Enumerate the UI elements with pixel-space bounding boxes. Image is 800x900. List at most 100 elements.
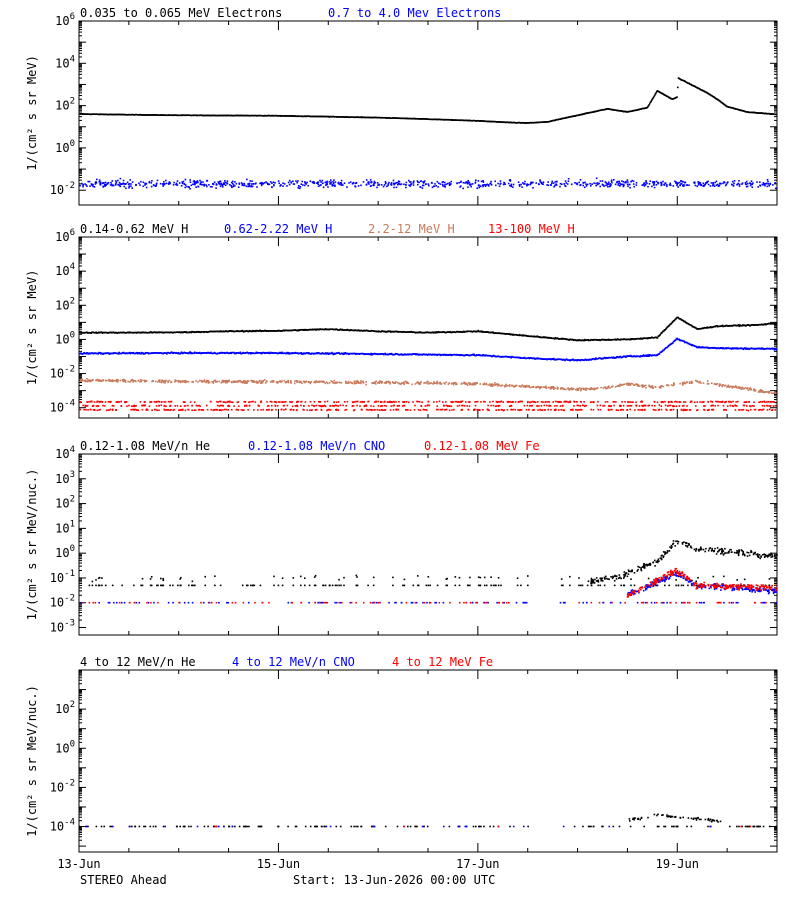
- data-point: [680, 180, 682, 182]
- data-point: [121, 183, 123, 185]
- data-point: [742, 387, 745, 390]
- data-point: [163, 405, 166, 407]
- data-point: [524, 385, 526, 387]
- data-point: [211, 186, 213, 188]
- data-point: [360, 184, 362, 187]
- data-point: [497, 401, 499, 403]
- data-point: [164, 381, 166, 384]
- data-point: [243, 182, 246, 185]
- data-point: [370, 405, 372, 407]
- data-point: [752, 182, 754, 184]
- data-point: [237, 409, 240, 411]
- data-point: [392, 182, 395, 185]
- data-point: [144, 380, 146, 383]
- data-point: [296, 181, 298, 184]
- data-point: [715, 383, 718, 386]
- data-point: [328, 181, 331, 183]
- data-point: [340, 184, 342, 186]
- data-point: [180, 381, 182, 383]
- data-point: [726, 385, 728, 388]
- data-point: [738, 180, 740, 182]
- data-point: [683, 381, 686, 384]
- data-point: [772, 392, 775, 394]
- data-point: [260, 382, 263, 384]
- data-point: [673, 319, 676, 322]
- data-point: [532, 385, 535, 388]
- data-point: [130, 183, 132, 185]
- data-point: [461, 400, 464, 403]
- data-point: [206, 380, 208, 382]
- data-point: [565, 388, 567, 391]
- data-point: [224, 180, 226, 182]
- data-point: [667, 384, 669, 386]
- data-point: [651, 97, 654, 100]
- data-point: [380, 380, 382, 383]
- y-tick-label: 104: [55, 262, 75, 278]
- data-point: [121, 379, 124, 381]
- data-point: [387, 183, 390, 185]
- data-point: [111, 184, 113, 187]
- data-point: [203, 380, 206, 382]
- data-point: [346, 186, 348, 188]
- data-point: [234, 380, 237, 383]
- data-point: [550, 408, 552, 411]
- data-point: [368, 183, 370, 185]
- data-point: [403, 383, 405, 386]
- data-point: [497, 384, 500, 386]
- data-point: [326, 180, 329, 183]
- data-point: [132, 408, 134, 411]
- data-point: [216, 380, 219, 383]
- data-point: [332, 180, 334, 183]
- data-point: [152, 184, 155, 186]
- data-point: [707, 346, 709, 349]
- data-point: [365, 184, 368, 186]
- data-point: [395, 186, 398, 189]
- data-point: [414, 383, 417, 385]
- data-point: [267, 409, 269, 411]
- data-point: [95, 331, 97, 333]
- data-point: [479, 383, 481, 385]
- data-point: [82, 185, 84, 188]
- data-point: [82, 183, 84, 186]
- data-point: [678, 405, 681, 407]
- data-point: [103, 182, 105, 184]
- data-point: [660, 184, 663, 187]
- data-point: [651, 99, 653, 101]
- data-point: [630, 354, 632, 357]
- data-point: [192, 381, 194, 383]
- data-point: [697, 181, 700, 183]
- data-point: [495, 184, 497, 187]
- data-point: [563, 183, 565, 185]
- data-point: [313, 182, 315, 185]
- data-point: [505, 383, 507, 386]
- data-point: [266, 380, 268, 383]
- data-point: [237, 381, 240, 383]
- data-point: [530, 181, 532, 184]
- data-point: [696, 185, 698, 188]
- data-point: [654, 93, 657, 95]
- data-point: [411, 383, 413, 386]
- data-point: [606, 387, 609, 389]
- data-point: [394, 382, 396, 384]
- data-point: [635, 383, 638, 385]
- data-point: [119, 379, 122, 382]
- data-point: [511, 385, 513, 387]
- data-point: [271, 182, 273, 184]
- data-point: [227, 409, 230, 411]
- data-point: [384, 181, 387, 183]
- data-point: [627, 181, 629, 183]
- data-point: [683, 185, 685, 187]
- data-point: [156, 182, 158, 185]
- data-point: [108, 401, 111, 403]
- data-point: [315, 404, 318, 407]
- data-point: [423, 180, 426, 182]
- data-point: [233, 351, 235, 354]
- data-point: [667, 345, 669, 348]
- data-point: [231, 180, 234, 183]
- data-point: [503, 181, 505, 184]
- data-point: [263, 182, 266, 184]
- data-point: [197, 381, 199, 383]
- data-point: [659, 333, 662, 336]
- data-point: [327, 186, 329, 188]
- data-point: [607, 183, 609, 185]
